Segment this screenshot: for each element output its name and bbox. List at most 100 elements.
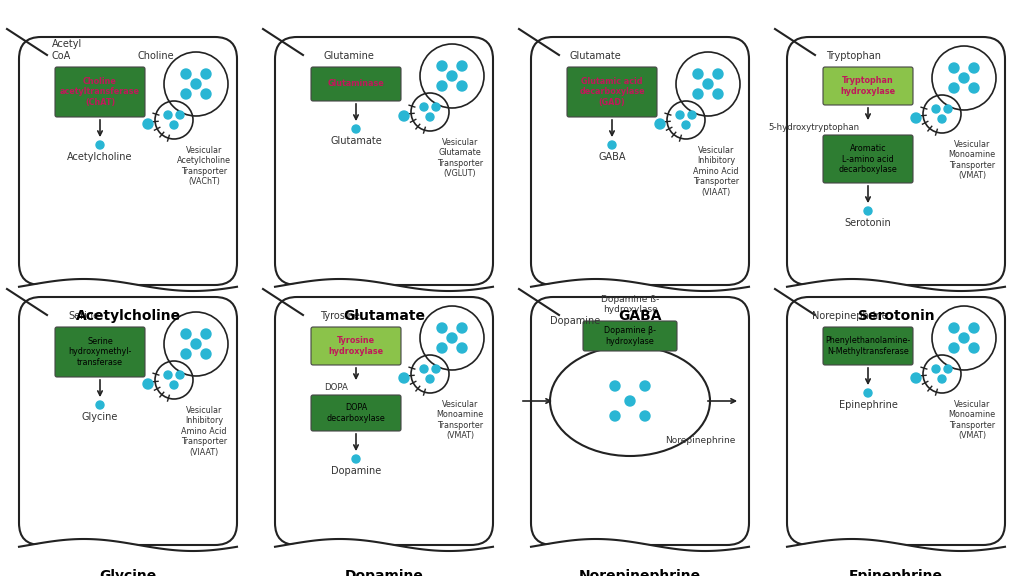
Circle shape [959,73,969,83]
Text: Glutamine: Glutamine [324,51,375,61]
Text: Dopamine: Dopamine [344,569,424,576]
FancyBboxPatch shape [823,67,913,105]
Circle shape [969,323,979,333]
Circle shape [191,339,201,349]
FancyBboxPatch shape [583,321,677,351]
Text: Vesicular
Monoamine
Transporter
(VMAT): Vesicular Monoamine Transporter (VMAT) [436,400,483,440]
Circle shape [201,89,211,99]
Circle shape [457,81,467,91]
FancyBboxPatch shape [311,327,401,365]
Circle shape [932,365,940,373]
Text: Vesicular
Monoamine
Transporter
(VMAT): Vesicular Monoamine Transporter (VMAT) [948,400,995,440]
Circle shape [640,411,650,421]
Circle shape [96,401,104,409]
Circle shape [693,69,703,79]
Circle shape [969,343,979,353]
Circle shape [170,121,178,129]
Circle shape [938,115,946,123]
Text: DOPA
decarboxylase: DOPA decarboxylase [327,403,385,423]
Circle shape [938,375,946,383]
Text: Tryptophan
hydroxylase: Tryptophan hydroxylase [841,76,896,96]
Circle shape [625,396,635,406]
Circle shape [457,323,467,333]
Circle shape [426,113,434,121]
Text: Epinephrine: Epinephrine [839,400,897,410]
Text: Norepinephrine: Norepinephrine [579,569,701,576]
Text: Tryptophan: Tryptophan [826,51,881,61]
Circle shape [864,207,872,215]
Text: Serine: Serine [68,311,99,321]
Circle shape [181,329,191,339]
Circle shape [181,89,191,99]
Text: Dopamine ß-
hydroxylase: Dopamine ß- hydroxylase [601,294,659,314]
FancyBboxPatch shape [311,67,401,101]
Circle shape [944,105,952,113]
Circle shape [437,61,447,71]
Text: Glutaminase: Glutaminase [328,79,384,89]
Circle shape [911,113,921,123]
Circle shape [437,81,447,91]
Circle shape [693,89,703,99]
FancyBboxPatch shape [55,67,145,117]
Circle shape [164,371,172,379]
Circle shape [969,83,979,93]
Text: GABA: GABA [618,309,662,323]
Circle shape [201,349,211,359]
Circle shape [610,381,620,391]
Circle shape [608,141,616,149]
Circle shape [932,105,940,113]
Text: Vesicular
Inhibitory
Amino Acid
Transporter
(VIAAT): Vesicular Inhibitory Amino Acid Transpor… [181,406,227,457]
Circle shape [703,79,713,89]
Text: Vesicular
Acetylcholine
Transporter
(VAChT): Vesicular Acetylcholine Transporter (VAC… [177,146,231,186]
Circle shape [191,79,201,89]
Text: Acetylcholine: Acetylcholine [76,309,180,323]
Text: Dopamine β-
hydroxylase: Dopamine β- hydroxylase [604,326,656,346]
Circle shape [447,71,457,81]
Text: Choline: Choline [138,51,175,61]
Circle shape [181,69,191,79]
FancyBboxPatch shape [311,395,401,431]
Circle shape [176,111,184,119]
Circle shape [944,365,952,373]
Circle shape [949,63,959,73]
Circle shape [352,125,360,133]
Circle shape [432,365,440,373]
Circle shape [164,111,172,119]
Circle shape [96,141,104,149]
Circle shape [426,375,434,383]
Circle shape [176,371,184,379]
Circle shape [969,63,979,73]
Circle shape [457,343,467,353]
Text: DOPA: DOPA [325,382,348,392]
Text: Norepinephrine: Norepinephrine [812,311,888,321]
Text: Serotonin: Serotonin [858,309,934,323]
Circle shape [399,111,409,121]
Text: Norepinephrine: Norepinephrine [665,436,735,445]
Circle shape [437,323,447,333]
Circle shape [170,381,178,389]
Circle shape [949,83,959,93]
Text: Vesicular
Inhibitory
Amino Acid
Transporter
(VIAAT): Vesicular Inhibitory Amino Acid Transpor… [693,146,739,196]
Circle shape [420,103,428,111]
Text: Tyrosine
hydroxylase: Tyrosine hydroxylase [329,336,384,356]
Text: Serine
hydroxymethyl-
transferase: Serine hydroxymethyl- transferase [69,337,132,367]
Text: Acetyl
CoA: Acetyl CoA [52,39,82,61]
Text: 5-hydroxytryptophan: 5-hydroxytryptophan [769,123,860,131]
Circle shape [143,119,153,129]
Text: Acetylcholine: Acetylcholine [68,152,133,162]
Circle shape [911,373,921,383]
Circle shape [457,61,467,71]
Text: Vesicular
Glutamate
Transporter
(VGLUT): Vesicular Glutamate Transporter (VGLUT) [437,138,483,178]
Text: Tyrosine: Tyrosine [319,311,359,321]
Circle shape [713,89,723,99]
Text: Dopamine: Dopamine [331,466,381,476]
Circle shape [864,389,872,397]
Text: Vesicular
Monoamine
Transporter
(VMAT): Vesicular Monoamine Transporter (VMAT) [948,140,995,180]
Text: Aromatic
L-amino acid
decarboxylase: Aromatic L-amino acid decarboxylase [839,144,897,174]
Circle shape [201,329,211,339]
Circle shape [655,119,665,129]
Circle shape [420,365,428,373]
Circle shape [610,411,620,421]
Text: Glutamate: Glutamate [343,309,425,323]
FancyBboxPatch shape [55,327,145,377]
